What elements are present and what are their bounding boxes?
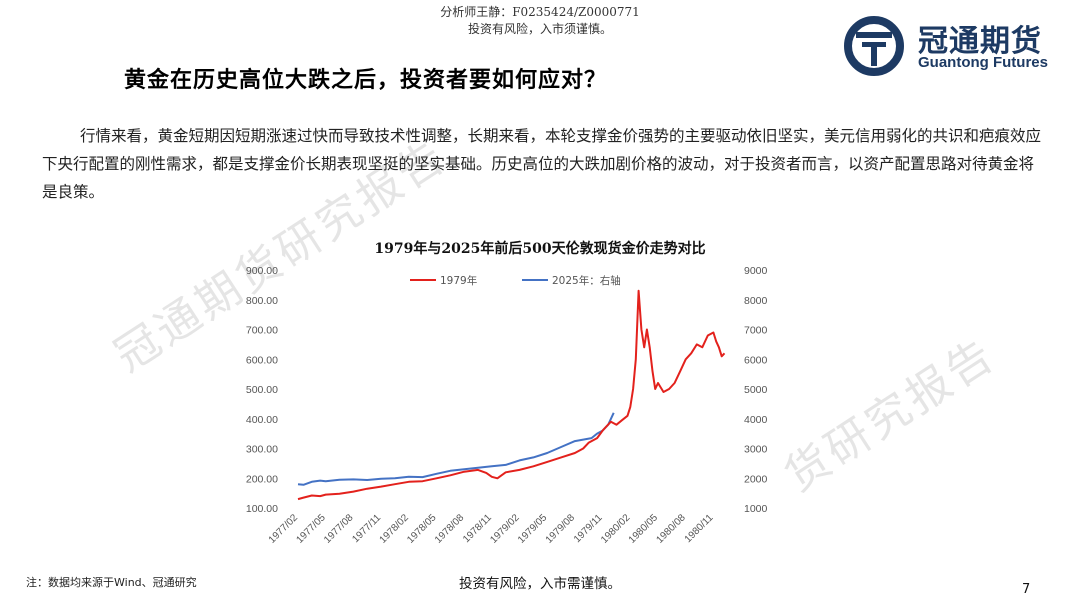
y-left-tick-label: 900.00: [246, 265, 278, 277]
x-tick-label: 1980/11: [683, 512, 716, 545]
source-note: 注：数据均来源于Wind、冠通研究: [26, 576, 197, 589]
price-comparison-chart: 100.00 200.00 300.00 400.00 500.00 600.00 700.…: [246, 265, 768, 546]
x-tick-label: 1978/08: [433, 512, 467, 546]
x-tick-label: 1977/08: [322, 512, 356, 546]
y-right-tick-label: 8000: [744, 295, 768, 307]
legend-label: 2025年：右轴: [552, 274, 621, 287]
y-right-tick-label: 2000: [744, 473, 768, 485]
y-left-tick-label: 800.00: [246, 295, 278, 307]
y-right-tick-label: 5000: [744, 384, 768, 396]
legend-label: 1979年: [440, 274, 477, 287]
y-right-tick-label: 4000: [744, 414, 768, 426]
series-line: [297, 412, 615, 486]
x-tick-label: 1977/05: [294, 512, 328, 546]
y-left-tick-label: 400.00: [246, 414, 278, 426]
chart-title: 1979年与2025年前后500天伦敦现货金价走势对比: [374, 241, 706, 257]
x-tick-label: 1978/05: [405, 512, 439, 546]
logo-emblem-icon: [844, 16, 904, 76]
watermark-right: 货研究报告: [775, 328, 1006, 502]
x-tick-label: 1980/02: [599, 512, 633, 546]
y-left-tick-label: 200.00: [246, 473, 278, 485]
risk-line-top: 投资有风险，入市须谨慎。: [467, 22, 612, 36]
y-left-tick-label: 500.00: [246, 384, 278, 396]
y-left-tick-label: 100.00: [246, 503, 278, 515]
y-right-tick-label: 3000: [744, 444, 768, 456]
x-tick-label: 1978/02: [378, 512, 412, 546]
risk-line-bottom: 投资有风险，入市需谨慎。: [459, 576, 621, 592]
x-tick-label: 1979/02: [488, 512, 522, 546]
page-number: 7: [1022, 582, 1031, 597]
y-left-tick-label: 600.00: [246, 354, 278, 366]
y-right-tick-label: 7000: [744, 325, 768, 337]
body-paragraph: 行情来看，黄金短期因短期涨速过快而导致技术性调整，长期来看，本轮支撑金价强势的主…: [42, 127, 1042, 201]
logo-text-cn: 冠通期货: [918, 24, 1042, 59]
y-left-tick-label: 700.00: [246, 325, 278, 337]
x-tick-label: 1980/05: [627, 512, 661, 546]
x-tick-label: 1979/08: [544, 512, 578, 546]
page-headline: 黄金在历史高位大跌之后，投资者要如何应对？: [124, 67, 608, 93]
analyst-line: 分析师王静：F0235424/Z0000771: [440, 5, 640, 19]
x-tick-label: 1980/08: [654, 512, 688, 546]
y-right-tick-label: 6000: [744, 354, 768, 366]
y-left-tick-label: 300.00: [246, 444, 278, 456]
y-right-tick-label: 1000: [744, 503, 768, 515]
analyst-info: 分析师王静：F0235424/Z0000771 投资有风险，入市须谨慎。: [0, 4, 1080, 38]
x-tick-label: 1979/05: [516, 512, 550, 546]
y-right-tick-label: 9000: [744, 265, 768, 277]
company-logo: 冠通期货 Guantong Futures: [842, 14, 1072, 76]
series-line: [297, 289, 726, 501]
x-tick-label: 1977/02: [267, 512, 301, 546]
logo-text-en: Guantong Futures: [918, 54, 1048, 71]
